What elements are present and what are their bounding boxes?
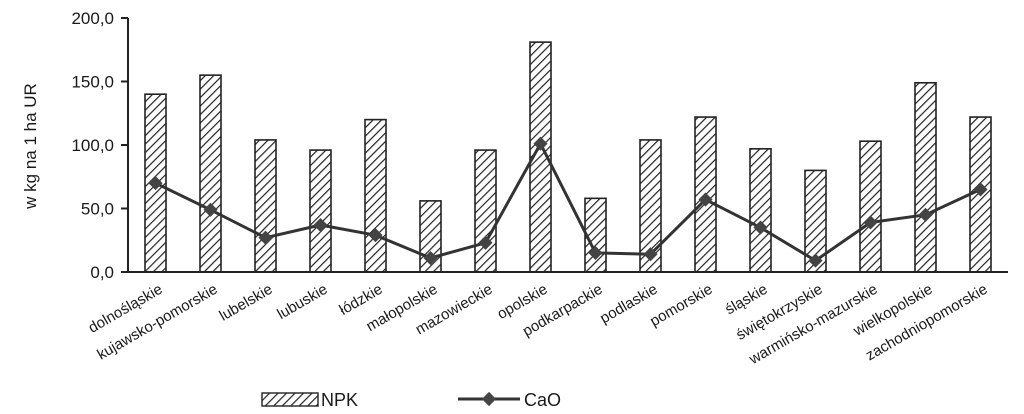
- cao-point: [918, 207, 933, 222]
- x-axis: dolnośląskiekujawsko-pomorskielubelskiel…: [85, 271, 1008, 368]
- bar-npk: [309, 149, 332, 273]
- legend-cao-label: CaO: [524, 390, 561, 410]
- y-tick-label: 100,0: [71, 136, 114, 155]
- y-tick-label: 0,0: [90, 263, 114, 282]
- cao-point: [753, 220, 768, 235]
- bar-npk: [914, 81, 937, 273]
- bar-npk: [859, 140, 882, 273]
- y-axis-title: w kg na 1 ha UR: [21, 83, 40, 210]
- bar-npk: [474, 149, 497, 273]
- cao-point: [698, 192, 713, 207]
- y-axis: 0,0 50,0 100,0 150,0 200,0: [71, 9, 129, 282]
- cao-point: [258, 230, 273, 245]
- legend-npk-swatch: [261, 392, 319, 407]
- cao-point: [973, 182, 988, 197]
- x-category-label: lubuskie: [274, 281, 330, 323]
- legend-cao-marker: [481, 391, 497, 407]
- cao-point: [533, 136, 548, 151]
- y-tick-label: 50,0: [81, 200, 114, 219]
- cao-point: [368, 228, 383, 243]
- cao-point: [588, 245, 603, 261]
- legend-npk-label: NPK: [321, 390, 358, 410]
- cao-point: [203, 202, 218, 217]
- legend: NPK CaO: [261, 390, 561, 410]
- cao-series-line: [154, 142, 982, 263]
- x-category-label: pomorskie: [647, 281, 715, 330]
- cao-point: [423, 250, 438, 266]
- cao-point: [478, 235, 493, 250]
- bar-npk: [364, 118, 387, 273]
- cao-point: [863, 215, 878, 230]
- bar-npk: [199, 74, 222, 273]
- y-tick-label: 200,0: [71, 9, 114, 28]
- x-category-label: lubelskie: [216, 281, 275, 325]
- cao-point: [643, 247, 658, 262]
- cao-line: [148, 136, 988, 268]
- bar-npk: [749, 148, 772, 273]
- cao-point: [148, 176, 163, 191]
- cao-point: [313, 217, 328, 233]
- bar-npk: [254, 139, 277, 273]
- cao-point: [808, 253, 823, 268]
- y-tick-label: 150,0: [71, 73, 114, 92]
